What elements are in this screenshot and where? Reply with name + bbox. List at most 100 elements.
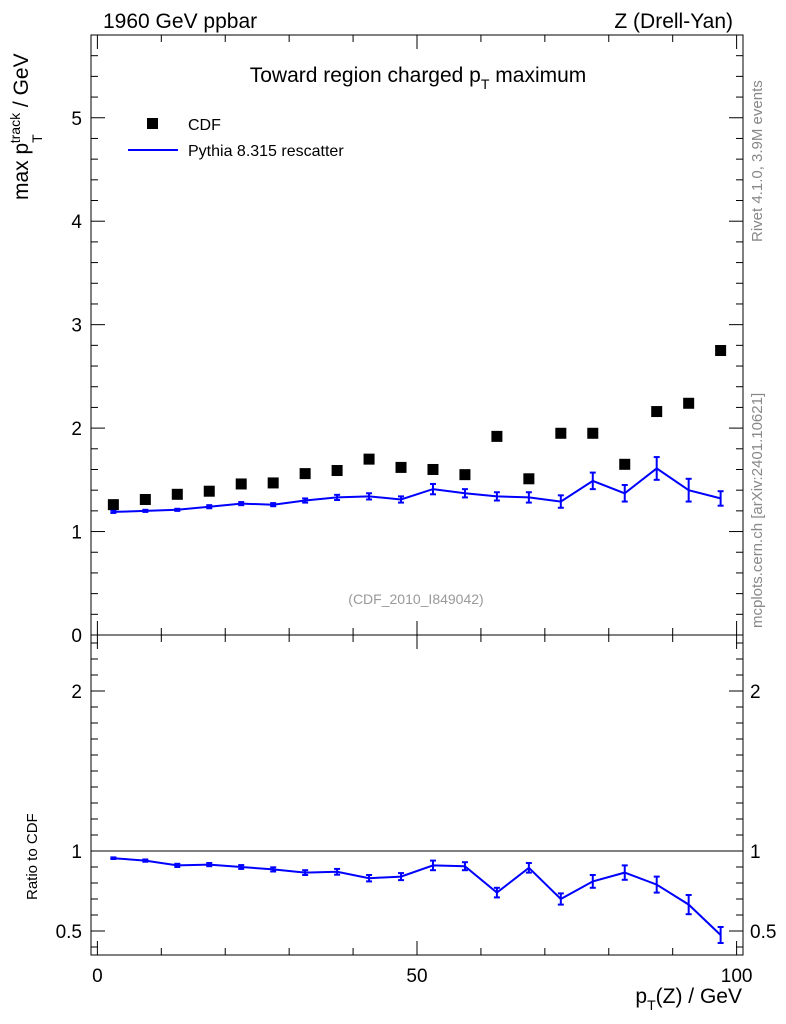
cdf-data-point [459, 469, 471, 481]
ratio-y-tick-label-right: 0.5 [750, 922, 776, 943]
main-y-tick-label: 0 [71, 626, 82, 647]
ratio-point [174, 862, 181, 868]
ratio-point [653, 875, 660, 894]
main-title-main: Toward region charged p [250, 64, 481, 87]
ratio-point [461, 861, 468, 872]
pythia-point [589, 471, 596, 491]
header-left: 1960 GeV ppbar [103, 10, 257, 33]
pythia-point [653, 456, 660, 481]
ratio-point [142, 858, 149, 863]
pythia-point [110, 509, 117, 514]
main-y-tick-label: 4 [71, 212, 82, 233]
pythia-point [142, 508, 149, 513]
pythia-point [238, 501, 245, 507]
main-ylabel-sub: T [29, 134, 45, 143]
ratio-point [493, 886, 500, 899]
pythia-point [174, 507, 181, 512]
ratio-point [206, 862, 213, 868]
cdf-data-point [715, 345, 727, 357]
cdf-data-point [267, 477, 279, 489]
x-axis-label-tail: (Z) / GeV [656, 985, 742, 1008]
ratio-y-tick-label-left: 2 [71, 682, 82, 703]
pythia-point [493, 491, 500, 502]
cdf-data-point [363, 453, 375, 465]
cdf-data-point [107, 499, 119, 511]
ratio-point [685, 894, 692, 916]
ratio-point [398, 872, 405, 882]
ratio-point [557, 892, 564, 906]
legend: CDF Pythia 8.315 rescatter [128, 117, 344, 160]
cdf-data-point [171, 488, 183, 500]
pythia-point [429, 482, 436, 496]
ratio-point [429, 859, 436, 872]
ratio-y-tick-label-left: 0.5 [56, 922, 82, 943]
cdf-data-point [555, 427, 567, 439]
pythia-point [366, 492, 373, 501]
x-axis-label-sub: T [647, 997, 656, 1013]
ratio-y-tick-label-right: 1 [750, 842, 761, 863]
ratio-y-tick-label-left: 1 [71, 842, 82, 863]
legend-cdf-marker [147, 118, 158, 129]
pythia-point [557, 494, 564, 509]
pythia-line [113, 467, 721, 513]
main-y-tick-label: 2 [71, 419, 82, 440]
cdf-data-point [331, 465, 343, 477]
ratio-point [238, 864, 245, 870]
legend-cdf-label: CDF [188, 117, 221, 134]
pythia-point [717, 490, 724, 507]
pythia-point [398, 495, 405, 504]
pythia-point [685, 477, 692, 503]
main-y-tick-label: 3 [71, 316, 82, 337]
cdf-data-point [587, 427, 599, 439]
rivet-label: Rivet 4.1.0, 3.9M events [749, 80, 766, 242]
cdf-data-point [523, 473, 535, 485]
pythia-point [334, 493, 341, 501]
pythia-point [302, 497, 309, 504]
main-y-tick-label: 5 [71, 109, 82, 130]
cdf-data-point [651, 406, 663, 418]
chart-marks [91, 345, 743, 944]
ratio-panel-frame [90, 634, 744, 956]
header-right: Z (Drell-Yan) [614, 10, 733, 33]
pythia-point [525, 491, 532, 504]
main-title-tail: maximum [489, 64, 586, 87]
cdf-data-point [491, 430, 503, 442]
x-axis-label: pT(Z) / GeV [635, 985, 742, 1013]
ratio-point [717, 926, 724, 944]
main-ylabel-main: max p [10, 143, 33, 200]
main-ylabel-tail: / GeV [10, 53, 33, 113]
pythia-point [461, 488, 468, 499]
mcplots-label: mcplots.cern.ch [arXiv:2401.10621] [749, 393, 766, 628]
ratio-point [110, 856, 117, 860]
cdf-data-point [619, 458, 631, 470]
cdf-data-point [683, 397, 695, 409]
main-ylabel-sup: track [7, 112, 23, 143]
x-tick-label: 50 [406, 966, 427, 987]
ratio-point [525, 862, 532, 874]
x-tick-label: 100 [721, 966, 753, 987]
analysis-id: (CDF_2010_I849042) [348, 591, 483, 607]
cdf-data-point [203, 485, 215, 497]
ratio-point [589, 874, 596, 889]
main-title: Toward region charged pT maximum [250, 64, 587, 92]
main-y-tick-label: 1 [71, 523, 82, 544]
legend-pythia-label: Pythia 8.315 rescatter [188, 143, 344, 160]
x-tick-label: 0 [92, 966, 103, 987]
ratio-point [334, 867, 341, 876]
main-ylabel: max pTtrack / GeV [7, 53, 45, 200]
cdf-data-point [299, 468, 311, 480]
axis-ticks: 0 50 100 0 1 2 3 4 5 0.5 0.5 1 1 2 2 [56, 34, 776, 987]
ratio-point [621, 864, 628, 881]
pythia-point [270, 502, 277, 508]
ratio-point [302, 869, 309, 876]
cdf-data-point [235, 478, 247, 490]
ratio-ylabel: Ratio to CDF [24, 813, 41, 900]
ratio-point [270, 866, 277, 873]
ratio-line [113, 857, 722, 936]
main-title-sub: T [481, 76, 490, 92]
cdf-data-point [395, 461, 407, 473]
cdf-data-point [139, 493, 151, 505]
ratio-y-tick-label-right: 2 [750, 682, 761, 703]
pythia-point [206, 504, 213, 510]
